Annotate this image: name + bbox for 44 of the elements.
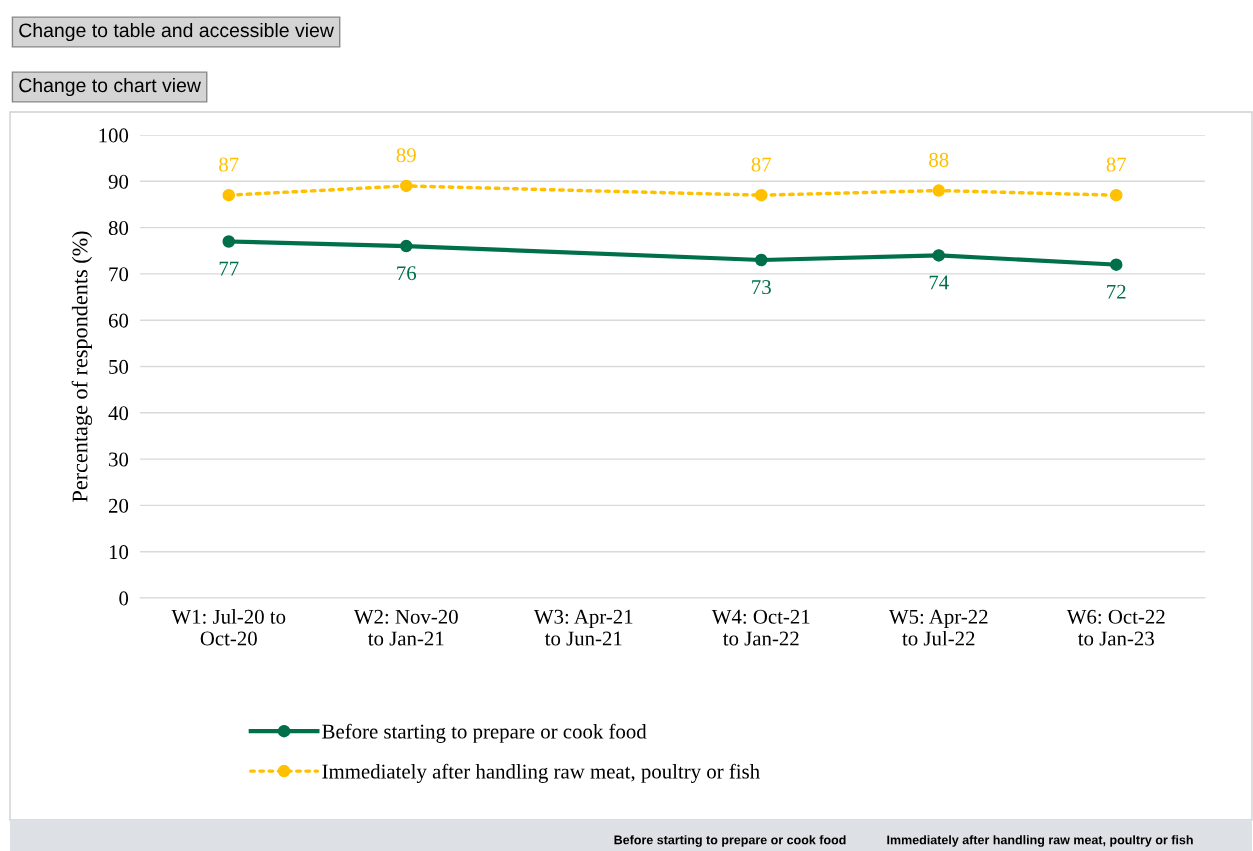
point (754, 188, 768, 202)
point (754, 253, 768, 267)
data-label: 74 (929, 275, 949, 290)
x-tick-label: W5: Apr-22 to Jul-22 (888, 609, 988, 646)
point (932, 249, 946, 262)
y-tick-label: 50 (109, 359, 129, 374)
point (1109, 258, 1123, 271)
legend-label: Immediately after handling raw meat, poultry or fish (322, 763, 760, 783)
text: Change to chart view (19, 77, 201, 97)
data-label: 77 (219, 261, 239, 276)
y-tick-label: 20 (108, 498, 129, 513)
y-tick-label: 10 (109, 545, 129, 560)
data-label: 72 (1107, 284, 1126, 299)
y-axis-title: Percentage of respondents (%) (71, 231, 93, 502)
y-tick-label: 90 (108, 174, 129, 189)
y-tick-label: 100 (99, 128, 129, 143)
data-label: 87 (219, 157, 239, 172)
point (399, 239, 413, 253)
data-label: 87 (751, 157, 772, 172)
y-tick-label: 40 (108, 406, 129, 421)
y-tick-label: 0 (119, 591, 129, 606)
x-tick-label: W3: Apr-21 to Jun-21 (533, 609, 633, 646)
point (932, 184, 946, 197)
y-tick-label: 80 (108, 220, 129, 236)
y-tick-label: 70 (109, 267, 129, 282)
point (1109, 188, 1123, 202)
y-tick-label: 60 (108, 313, 129, 328)
data-label: 87 (1106, 157, 1127, 172)
text: Change to table and accessible view (19, 22, 334, 42)
data-label: 89 (396, 148, 416, 163)
data-label: 88 (929, 152, 949, 167)
data-label: 76 (397, 266, 417, 281)
x-tick-label: W6: Oct-22 to Jan-23 (1066, 609, 1165, 646)
legend-label: Before starting to prepare or cook food (322, 723, 647, 743)
text: Before starting to prepare or cook food (614, 835, 846, 847)
text: Immediately after handling raw meat, poultry or fish (887, 835, 1193, 847)
x-tick-label: W2: Nov-20 to Jan-21 (353, 609, 458, 646)
x-tick-label: W1: Jul-20 to Oct-20 (171, 609, 286, 646)
point (399, 179, 413, 193)
data-label: 73 (752, 280, 771, 295)
x-tick-label: W4: Oct-21 to Jan-22 (711, 609, 810, 646)
point (222, 235, 236, 248)
y-tick-label: 30 (109, 452, 129, 467)
point (222, 188, 236, 202)
